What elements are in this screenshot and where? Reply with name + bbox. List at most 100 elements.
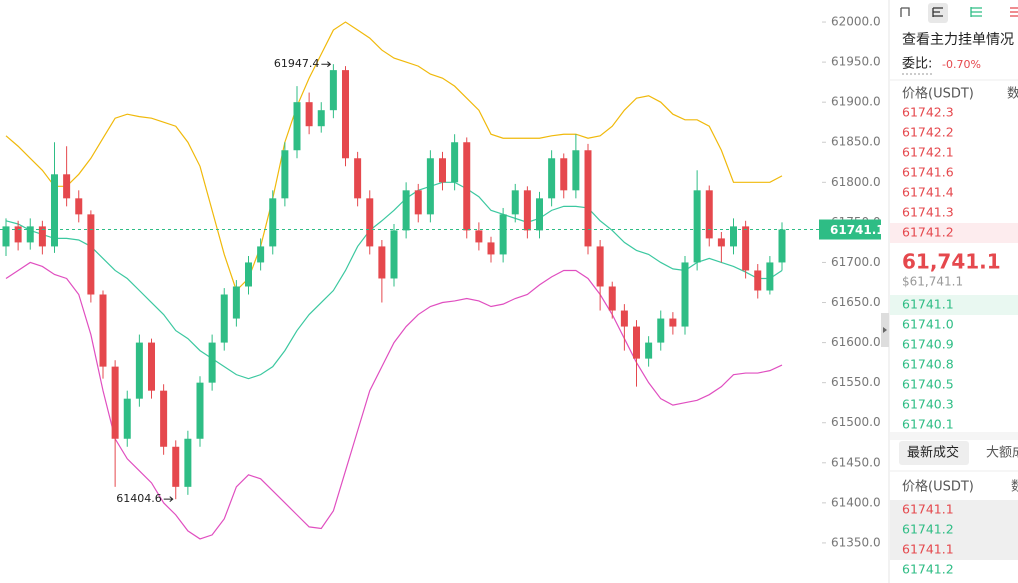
layout-icon[interactable] bbox=[900, 7, 910, 17]
price-header: 价格(USDT) bbox=[902, 86, 974, 102]
layout-icon[interactable] bbox=[1010, 7, 1018, 17]
candle-body bbox=[232, 286, 240, 319]
y-tick-label: 61500.0 bbox=[831, 415, 881, 429]
candle-body bbox=[754, 270, 762, 291]
candle-body bbox=[281, 150, 289, 199]
layout-icon[interactable] bbox=[932, 7, 943, 17]
extreme-label: 61404.6 bbox=[116, 492, 162, 505]
layout-icon[interactable] bbox=[970, 7, 982, 17]
candle-body bbox=[475, 230, 483, 243]
candle-body bbox=[511, 190, 519, 215]
bid-price: 61740.9 bbox=[902, 337, 954, 352]
candle-body bbox=[633, 326, 640, 359]
candle-body bbox=[584, 150, 592, 247]
candle-body bbox=[645, 342, 653, 359]
trade-rows-bg bbox=[890, 500, 1018, 560]
candle-body bbox=[657, 318, 665, 343]
candle-body bbox=[742, 226, 750, 271]
candle-body bbox=[160, 390, 168, 447]
candle-body bbox=[778, 229, 786, 263]
bid-price: 61740.5 bbox=[902, 377, 954, 392]
y-tick-label: 61850.0 bbox=[831, 135, 881, 149]
candle-body bbox=[38, 226, 46, 247]
extreme-label: 61947.4 bbox=[274, 57, 320, 70]
candle-body bbox=[305, 102, 313, 127]
candle-body bbox=[208, 342, 216, 383]
y-tick-label: 61350.0 bbox=[831, 535, 881, 549]
price-chart: 62000.061950.061900.061850.061800.061750… bbox=[0, 15, 885, 549]
candle-body bbox=[717, 238, 725, 247]
candle-body bbox=[681, 262, 689, 327]
candle-body bbox=[608, 286, 616, 311]
y-tick-label: 61900.0 bbox=[831, 95, 881, 109]
candle-body bbox=[596, 246, 604, 287]
layout-icon-bg[interactable] bbox=[928, 3, 948, 23]
bid-price: 61740.8 bbox=[902, 357, 954, 372]
candle-body bbox=[620, 310, 628, 327]
candle-body bbox=[572, 150, 580, 191]
bid-price: 61740.1 bbox=[902, 417, 954, 432]
y-tick-label: 61400.0 bbox=[831, 495, 881, 509]
last-price: 61,741.1 bbox=[902, 250, 1001, 274]
tab-active-bg[interactable] bbox=[899, 441, 969, 465]
candle-body bbox=[536, 198, 543, 231]
candle-body bbox=[414, 190, 422, 215]
trade-price-header: 价格(USDT) bbox=[902, 479, 974, 495]
candle-body bbox=[2, 226, 10, 247]
y-tick-label: 61800.0 bbox=[831, 175, 881, 189]
trade-price: 61741.2 bbox=[902, 522, 954, 537]
ask-price: 61741.4 bbox=[902, 185, 954, 200]
y-tick-label: 61650.0 bbox=[831, 295, 881, 309]
band-line bbox=[5, 21, 783, 292]
collapse-icon bbox=[883, 327, 887, 333]
trades: 61741.1 61741.2 61741.1 61741.2 bbox=[902, 502, 954, 577]
candle-body bbox=[693, 190, 701, 263]
candle-body bbox=[390, 230, 398, 279]
tab[interactable]: 大额成 bbox=[986, 446, 1018, 461]
candle-body bbox=[402, 190, 410, 231]
candle-body bbox=[463, 142, 471, 231]
candle-body bbox=[245, 262, 252, 287]
y-tick-label: 61450.0 bbox=[831, 455, 881, 469]
candle-body bbox=[111, 366, 119, 439]
candle-body bbox=[172, 446, 180, 487]
candle-body bbox=[451, 142, 459, 183]
candle-body bbox=[523, 190, 531, 231]
candle-body bbox=[87, 214, 95, 295]
candle-body bbox=[317, 110, 325, 127]
orderbook-title[interactable]: 查看主力挂单情况 bbox=[902, 32, 1014, 48]
bid-price: 61740.3 bbox=[902, 397, 954, 412]
candle-body bbox=[342, 70, 349, 159]
candle-body bbox=[220, 294, 228, 343]
extreme-arrow bbox=[321, 61, 332, 68]
amount-header: 数 bbox=[1007, 87, 1018, 102]
y-tick-label: 61600.0 bbox=[831, 335, 881, 349]
candle-body bbox=[548, 158, 556, 199]
ratio-value: -0.70% bbox=[942, 58, 981, 71]
trade-amount-header: 数 bbox=[1011, 480, 1018, 495]
trade-price: 61741.1 bbox=[902, 502, 954, 517]
y-tick-label: 62000.0 bbox=[831, 15, 881, 29]
candle-body bbox=[269, 198, 277, 247]
band-line bbox=[5, 261, 783, 540]
candle-body bbox=[329, 70, 337, 111]
candle-body bbox=[487, 242, 495, 255]
candle-body bbox=[439, 158, 446, 183]
last-price-box bbox=[819, 219, 881, 240]
candle-body bbox=[378, 246, 386, 279]
ask-price: 61741.2 bbox=[902, 225, 954, 240]
candle-body bbox=[354, 158, 362, 199]
tab[interactable]: 最新成交 bbox=[907, 445, 959, 461]
y-tick-label: 61550.0 bbox=[831, 375, 881, 389]
y-tick-label: 61950.0 bbox=[831, 55, 881, 69]
candle-body bbox=[63, 174, 71, 199]
candle-body bbox=[366, 198, 374, 247]
separator bbox=[890, 432, 1018, 440]
trade-price: 61741.1 bbox=[902, 542, 954, 557]
candle-body bbox=[123, 398, 131, 439]
candle-body bbox=[148, 342, 155, 391]
ask-price: 61742.3 bbox=[902, 105, 954, 120]
trade-price: 61741.2 bbox=[902, 562, 954, 577]
